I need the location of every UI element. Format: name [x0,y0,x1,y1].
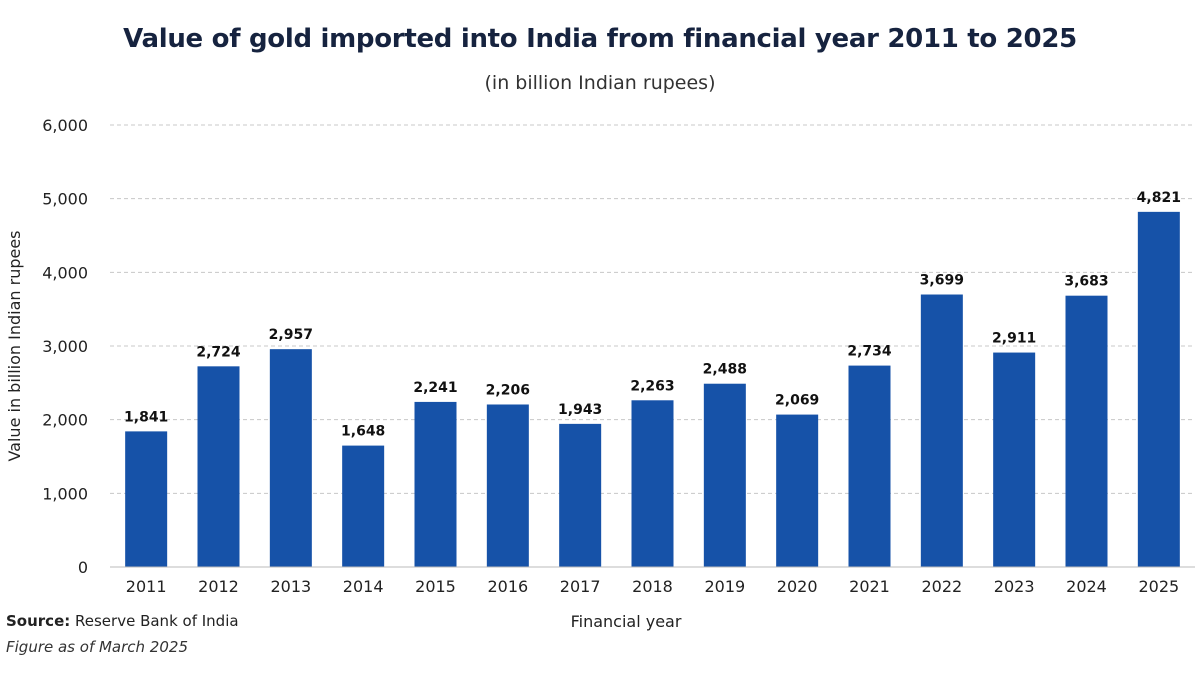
x-tick-label: 2022 [921,577,962,596]
y-tick-label: 0 [78,558,88,577]
x-tick-label: 2023 [994,577,1035,596]
x-tick-label: 2018 [632,577,673,596]
data-label: 2,206 [486,382,530,398]
bar [1137,211,1180,567]
y-tick-label: 1,000 [42,484,88,503]
chart-subtitle: (in billion Indian rupees) [484,72,716,94]
bar [776,414,819,567]
source-note: Source: Reserve Bank of India [6,612,239,630]
data-label: 2,957 [269,327,313,343]
bar [993,352,1036,567]
data-label: 2,241 [413,380,457,396]
bar [414,401,457,567]
data-label: 1,648 [341,424,385,440]
y-tick-label: 2,000 [42,411,88,430]
value-labels: 1,841 2,724 2,957 1,648 2,241 2,206 1,943 2,263… [124,190,1181,440]
data-label: 2,724 [196,344,241,360]
data-label: 2,734 [847,344,892,360]
x-tick-label: 2012 [198,577,239,596]
x-tick-label: 2014 [343,577,384,596]
y-tick-label: 4,000 [42,263,88,282]
data-label: 1,841 [124,409,168,425]
data-label: 1,943 [558,402,602,418]
bar [125,431,168,567]
x-tick-label: 2017 [560,577,601,596]
data-label: 2,263 [630,378,674,394]
x-tick-label: 2024 [1066,577,1107,596]
x-tick-label: 2015 [415,577,456,596]
y-axis-label: Value in billion Indian rupees [5,230,24,461]
bar [848,365,891,567]
x-tick-label: 2020 [777,577,818,596]
bars [125,211,1180,567]
y-tick-label: 6,000 [42,116,88,135]
x-tick-label: 2013 [270,577,311,596]
date-note: Figure as of March 2025 [6,638,188,656]
data-label: 2,911 [992,331,1036,347]
y-tick-label: 3,000 [42,337,88,356]
x-tick-label: 2025 [1138,577,1179,596]
bar [342,445,385,567]
bar [197,366,240,567]
data-label: 4,821 [1137,190,1181,206]
bar [703,383,746,567]
source-text: Reserve Bank of India [70,612,239,630]
x-tick-label: 2016 [487,577,528,596]
bar [920,294,963,567]
data-label: 2,488 [703,362,747,378]
chart-title: Value of gold imported into India from f… [123,24,1077,54]
bar [486,404,529,567]
x-tick-label: 2019 [704,577,745,596]
data-label: 3,683 [1064,274,1108,290]
y-tick-label: 5,000 [42,190,88,209]
data-label: 3,699 [920,273,964,289]
bar [269,349,312,567]
data-label: 2,069 [775,393,819,409]
x-axis-ticks: 2011 2012 2013 2014 2015 2016 2017 2018 2019 2020… [126,577,1179,596]
x-axis-label: Financial year [571,612,682,631]
x-tick-label: 2011 [126,577,167,596]
bar [559,423,602,567]
bar [1065,295,1108,567]
bar [631,400,674,567]
y-axis-ticks: 0 1,000 2,000 3,000 4,000 5,000 6,000 [42,116,88,577]
source-label: Source: [6,612,71,630]
x-tick-label: 2021 [849,577,890,596]
